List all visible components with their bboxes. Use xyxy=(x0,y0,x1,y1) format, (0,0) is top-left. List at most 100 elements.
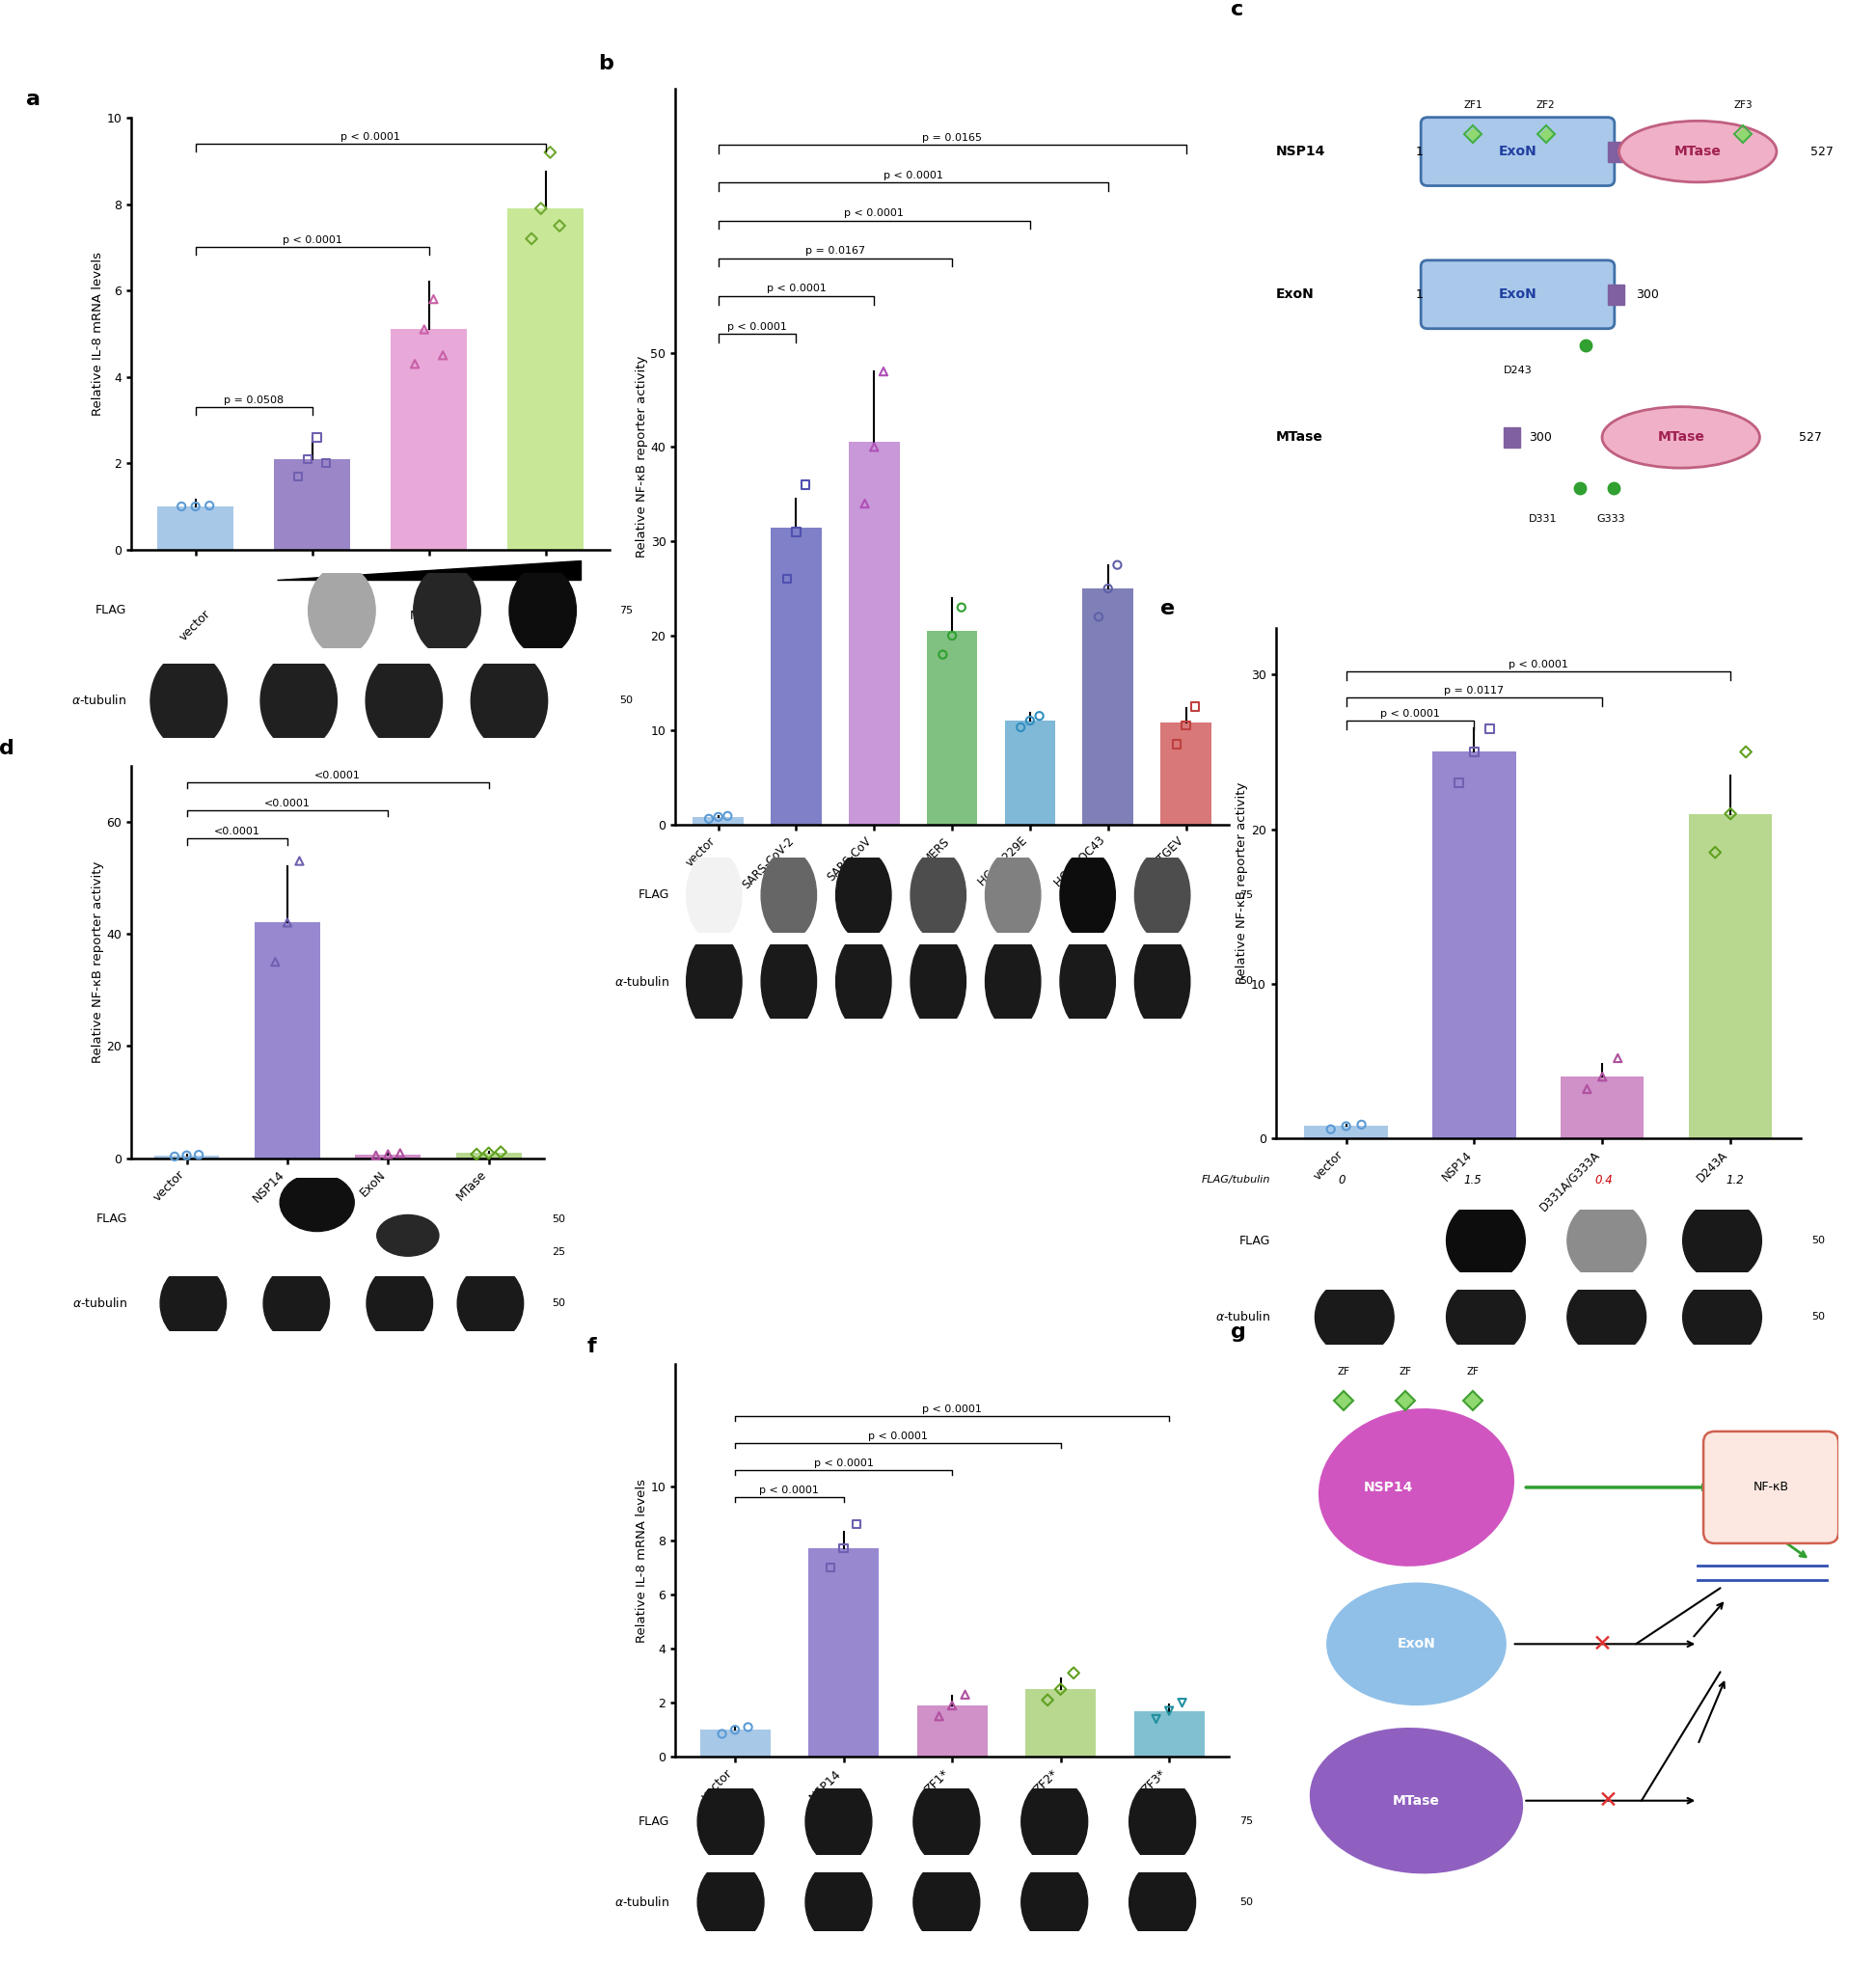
Text: 0.4: 0.4 xyxy=(1595,1174,1613,1186)
Ellipse shape xyxy=(308,565,375,656)
Point xyxy=(1602,1042,1632,1074)
Text: 50: 50 xyxy=(1812,1313,1825,1321)
Point xyxy=(1045,1674,1075,1706)
FancyBboxPatch shape xyxy=(1703,1431,1838,1543)
Point xyxy=(261,946,291,978)
Bar xyxy=(274,459,351,550)
Text: MTase: MTase xyxy=(1673,145,1722,159)
Point xyxy=(816,1551,846,1582)
Point xyxy=(272,907,302,938)
Point xyxy=(167,491,197,522)
Text: MTase: MTase xyxy=(1392,1794,1441,1808)
Text: <0.0001: <0.0001 xyxy=(265,799,310,809)
Ellipse shape xyxy=(377,1215,439,1256)
Point xyxy=(790,469,820,501)
Point xyxy=(842,1508,872,1539)
Bar xyxy=(809,1549,878,1757)
Ellipse shape xyxy=(1129,1778,1195,1865)
Point xyxy=(929,638,959,669)
Ellipse shape xyxy=(762,850,816,940)
Point xyxy=(771,563,801,595)
Ellipse shape xyxy=(837,932,891,1031)
Point xyxy=(311,448,341,479)
Point xyxy=(859,432,889,463)
Text: p < 0.0001: p < 0.0001 xyxy=(844,208,904,218)
Point xyxy=(1032,1684,1062,1716)
Point xyxy=(850,489,880,520)
Point xyxy=(1094,573,1124,605)
Text: 1.5: 1.5 xyxy=(1463,1174,1482,1186)
Ellipse shape xyxy=(805,1778,872,1865)
Point xyxy=(516,224,546,255)
Bar xyxy=(848,442,899,824)
Text: 50: 50 xyxy=(1812,1237,1825,1245)
Text: MTase: MTase xyxy=(1276,430,1323,444)
Bar xyxy=(1082,589,1133,824)
Ellipse shape xyxy=(1315,1278,1394,1356)
Point xyxy=(486,1137,516,1168)
Point xyxy=(283,461,313,493)
Text: ZF: ZF xyxy=(1338,1366,1349,1376)
Text: 1: 1 xyxy=(1415,289,1424,300)
Text: p < 0.0001: p < 0.0001 xyxy=(814,1459,874,1468)
Text: $\alpha$-tubulin: $\alpha$-tubulin xyxy=(615,976,670,987)
Point xyxy=(409,314,439,345)
Ellipse shape xyxy=(1309,1727,1523,1875)
Point xyxy=(869,355,899,387)
Ellipse shape xyxy=(985,932,1041,1031)
Bar xyxy=(1026,1690,1096,1757)
Text: G333: G333 xyxy=(1596,514,1625,524)
Ellipse shape xyxy=(698,1778,764,1865)
Point xyxy=(946,591,976,622)
Text: p < 0.0001: p < 0.0001 xyxy=(1508,660,1568,669)
Text: FLAG: FLAG xyxy=(96,1213,128,1225)
Bar xyxy=(1161,722,1212,824)
Text: D243: D243 xyxy=(1503,365,1533,375)
Text: ExoN: ExoN xyxy=(1499,145,1536,159)
Point xyxy=(1015,705,1045,736)
Text: $\alpha$-tubulin: $\alpha$-tubulin xyxy=(1216,1311,1270,1323)
Point xyxy=(1732,736,1762,768)
Text: MTase: MTase xyxy=(1657,430,1705,444)
Text: p < 0.0001: p < 0.0001 xyxy=(760,1486,820,1496)
Ellipse shape xyxy=(159,1264,227,1343)
Bar xyxy=(917,1706,987,1757)
Ellipse shape xyxy=(280,1174,355,1231)
Point xyxy=(184,1139,214,1170)
Ellipse shape xyxy=(910,850,966,940)
Ellipse shape xyxy=(1566,1199,1645,1282)
Point xyxy=(1024,701,1054,732)
Text: 50: 50 xyxy=(1240,1898,1253,1906)
Ellipse shape xyxy=(366,652,443,750)
Ellipse shape xyxy=(1446,1199,1525,1282)
Bar xyxy=(1688,815,1773,1139)
Text: NSP14: NSP14 xyxy=(1276,145,1324,159)
Point xyxy=(1460,736,1490,768)
Text: p = 0.0117: p = 0.0117 xyxy=(1445,685,1505,695)
Point xyxy=(473,1137,503,1168)
Text: ✕: ✕ xyxy=(1598,1788,1617,1812)
Point xyxy=(829,1533,859,1565)
Text: ZF3: ZF3 xyxy=(1733,100,1752,110)
Text: p < 0.0001: p < 0.0001 xyxy=(869,1431,927,1441)
Text: NSP14: NSP14 xyxy=(1364,1480,1413,1494)
Point xyxy=(180,491,210,522)
Point xyxy=(1587,1060,1617,1091)
Text: b: b xyxy=(598,55,613,73)
Text: p = 0.0508: p = 0.0508 xyxy=(223,395,283,404)
Point xyxy=(360,1141,390,1172)
Text: FLAG: FLAG xyxy=(1240,1235,1270,1247)
Text: $\alpha$-tubulin: $\alpha$-tubulin xyxy=(615,1896,670,1908)
Text: FLAG: FLAG xyxy=(96,605,126,616)
Point xyxy=(1700,836,1730,868)
Text: 75: 75 xyxy=(1240,891,1253,899)
FancyBboxPatch shape xyxy=(1420,118,1615,186)
Text: 75: 75 xyxy=(619,607,632,614)
Text: p = 0.0167: p = 0.0167 xyxy=(805,245,865,255)
Point xyxy=(949,1678,979,1710)
FancyBboxPatch shape xyxy=(1420,261,1615,328)
Ellipse shape xyxy=(914,1778,979,1865)
Point xyxy=(525,192,555,224)
Point xyxy=(720,1714,750,1745)
Point xyxy=(734,1712,764,1743)
